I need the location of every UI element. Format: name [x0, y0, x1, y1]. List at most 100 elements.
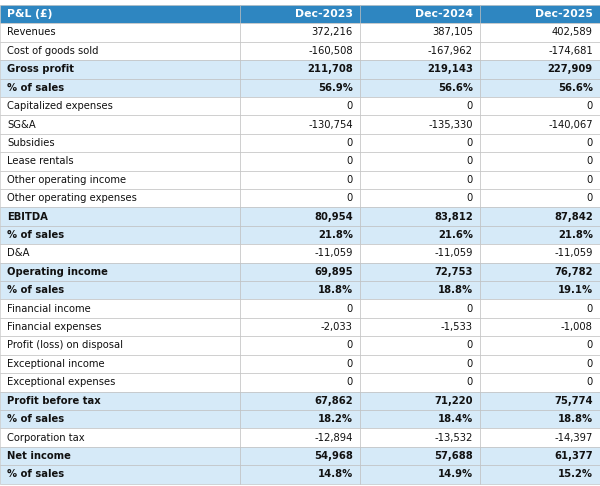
Bar — [480, 42, 600, 60]
Text: 83,812: 83,812 — [434, 211, 473, 222]
Text: 372,216: 372,216 — [311, 28, 353, 37]
Bar — [360, 336, 480, 355]
Text: -167,962: -167,962 — [428, 46, 473, 56]
Bar — [480, 465, 600, 484]
Bar — [480, 410, 600, 428]
Text: Net income: Net income — [7, 451, 71, 461]
Bar — [0, 299, 240, 318]
Text: 0: 0 — [347, 341, 353, 350]
Text: -11,059: -11,059 — [554, 248, 593, 259]
Text: 402,589: 402,589 — [552, 28, 593, 37]
Text: Financial expenses: Financial expenses — [7, 322, 102, 332]
Text: 18.2%: 18.2% — [318, 414, 353, 424]
Bar — [240, 171, 360, 189]
Text: 387,105: 387,105 — [432, 28, 473, 37]
Text: 21.6%: 21.6% — [438, 230, 473, 240]
Text: 0: 0 — [467, 175, 473, 185]
Text: 0: 0 — [347, 101, 353, 111]
Text: -130,754: -130,754 — [308, 120, 353, 130]
Text: 75,774: 75,774 — [554, 396, 593, 406]
Bar — [360, 97, 480, 115]
Bar — [480, 134, 600, 152]
Text: -13,532: -13,532 — [434, 433, 473, 443]
Bar — [360, 208, 480, 226]
Text: Cost of goods sold: Cost of goods sold — [7, 46, 98, 56]
Text: 0: 0 — [587, 101, 593, 111]
Bar — [0, 336, 240, 355]
Bar — [0, 226, 240, 244]
Bar — [480, 226, 600, 244]
Bar — [0, 447, 240, 465]
Bar — [0, 208, 240, 226]
Bar — [480, 244, 600, 262]
Text: 219,143: 219,143 — [427, 64, 473, 74]
Text: 67,862: 67,862 — [314, 396, 353, 406]
Bar — [360, 428, 480, 447]
Text: % of sales: % of sales — [7, 414, 64, 424]
Bar — [360, 60, 480, 79]
Bar — [480, 152, 600, 171]
Bar — [240, 318, 360, 336]
Bar — [0, 97, 240, 115]
Text: Gross profit: Gross profit — [7, 64, 74, 74]
Bar — [480, 5, 600, 23]
Bar — [480, 171, 600, 189]
Text: 80,954: 80,954 — [314, 211, 353, 222]
Text: 0: 0 — [587, 377, 593, 387]
Text: D&A: D&A — [7, 248, 30, 259]
Bar — [0, 281, 240, 299]
Bar — [360, 281, 480, 299]
Text: Capitalized expenses: Capitalized expenses — [7, 101, 113, 111]
Bar — [0, 60, 240, 79]
Text: 0: 0 — [587, 156, 593, 166]
Bar — [0, 134, 240, 152]
Bar — [360, 373, 480, 392]
Bar — [360, 189, 480, 208]
Bar — [0, 5, 240, 23]
Text: 18.4%: 18.4% — [437, 414, 473, 424]
Text: 0: 0 — [347, 359, 353, 369]
Text: -140,067: -140,067 — [548, 120, 593, 130]
Text: % of sales: % of sales — [7, 285, 64, 295]
Text: 0: 0 — [587, 341, 593, 350]
Bar — [360, 5, 480, 23]
Bar — [0, 115, 240, 134]
Text: -174,681: -174,681 — [548, 46, 593, 56]
Bar — [0, 79, 240, 97]
Bar — [360, 134, 480, 152]
Bar — [240, 97, 360, 115]
Bar — [240, 244, 360, 262]
Text: -1,533: -1,533 — [441, 322, 473, 332]
Bar — [240, 336, 360, 355]
Text: 0: 0 — [587, 138, 593, 148]
Text: Exceptional expenses: Exceptional expenses — [7, 377, 116, 387]
Bar — [240, 208, 360, 226]
Text: Dec-2023: Dec-2023 — [295, 9, 353, 19]
Text: 0: 0 — [347, 138, 353, 148]
Text: 227,909: 227,909 — [548, 64, 593, 74]
Text: -14,397: -14,397 — [554, 433, 593, 443]
Bar — [360, 410, 480, 428]
Text: 71,220: 71,220 — [434, 396, 473, 406]
Text: Revenues: Revenues — [7, 28, 56, 37]
Bar — [360, 318, 480, 336]
Bar — [360, 23, 480, 42]
Text: 0: 0 — [587, 359, 593, 369]
Bar — [480, 115, 600, 134]
Text: Other operating expenses: Other operating expenses — [7, 193, 137, 203]
Text: Dec-2024: Dec-2024 — [415, 9, 473, 19]
Text: Lease rentals: Lease rentals — [7, 156, 74, 166]
Text: 0: 0 — [467, 193, 473, 203]
Bar — [480, 318, 600, 336]
Text: 19.1%: 19.1% — [557, 285, 593, 295]
Bar — [0, 410, 240, 428]
Text: 72,753: 72,753 — [434, 267, 473, 277]
Text: -12,894: -12,894 — [314, 433, 353, 443]
Text: 0: 0 — [467, 304, 473, 313]
Bar — [480, 262, 600, 281]
Bar — [240, 428, 360, 447]
Bar — [480, 355, 600, 373]
Text: -11,059: -11,059 — [314, 248, 353, 259]
Text: 18.8%: 18.8% — [557, 414, 593, 424]
Text: 14.9%: 14.9% — [437, 469, 473, 479]
